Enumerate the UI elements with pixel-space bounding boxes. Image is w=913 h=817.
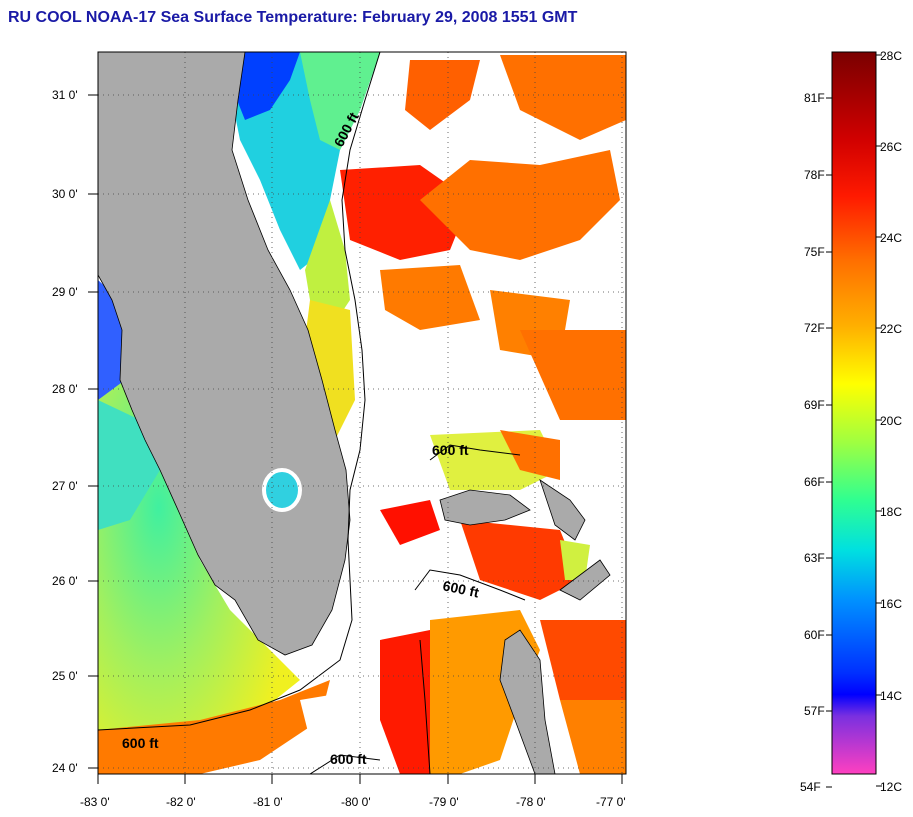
lat-label: 27 0' xyxy=(52,479,78,493)
fahrenheit-label: 54F xyxy=(800,780,821,794)
lon-label: -78 0' xyxy=(516,795,546,809)
isobath-label: 600 ft xyxy=(432,442,469,458)
fahrenheit-label: 57F xyxy=(804,704,825,718)
celsius-label: 18C xyxy=(880,505,902,519)
fahrenheit-label: 66F xyxy=(804,475,825,489)
celsius-label: 14C xyxy=(880,689,902,703)
celsius-label: 16C xyxy=(880,597,902,611)
isobath-label: 600 ft xyxy=(122,735,159,751)
lon-label: -77 0' xyxy=(596,795,626,809)
fahrenheit-label: 69F xyxy=(804,398,825,412)
celsius-label: 26C xyxy=(880,140,902,154)
celsius-label: 24C xyxy=(880,231,902,245)
lon-label: -79 0' xyxy=(429,795,459,809)
lon-label: -80 0' xyxy=(341,795,371,809)
fahrenheit-label: 60F xyxy=(804,628,825,642)
isobath-label: 600 ft xyxy=(441,577,480,600)
temperature-colorbar: 81F 78F 75F 72F 69F 66F 63F 60F 57F 54F … xyxy=(800,49,902,794)
colorbar-scale xyxy=(831,51,877,775)
celsius-label: 28C xyxy=(880,49,902,63)
celsius-label: 12C xyxy=(880,780,902,794)
longitude-axis: -83 0' -82 0' -81 0' -80 0' -79 0' -78 0… xyxy=(80,795,626,809)
fahrenheit-label: 81F xyxy=(804,91,825,105)
fahrenheit-label: 63F xyxy=(804,551,825,565)
lon-label: -82 0' xyxy=(166,795,196,809)
lon-label: -83 0' xyxy=(80,795,110,809)
lat-label: 25 0' xyxy=(52,669,78,683)
latitude-axis: 31 0' 30 0' 29 0' 28 0' 27 0' 26 0' 25 0… xyxy=(52,88,78,775)
sst-map xyxy=(88,51,627,784)
lat-label: 30 0' xyxy=(52,187,78,201)
lat-label: 26 0' xyxy=(52,574,78,588)
lat-label: 29 0' xyxy=(52,285,78,299)
fahrenheit-label: 78F xyxy=(804,168,825,182)
lat-label: 24 0' xyxy=(52,761,78,775)
celsius-label: 22C xyxy=(880,322,902,336)
page-title: RU COOL NOAA-17 Sea Surface Temperature:… xyxy=(8,9,578,26)
isobath-label: 600 ft xyxy=(330,751,367,767)
fahrenheit-label: 75F xyxy=(804,245,825,259)
fahrenheit-label: 72F xyxy=(804,321,825,335)
lat-label: 28 0' xyxy=(52,382,78,396)
lon-label: -81 0' xyxy=(253,795,283,809)
lat-label: 31 0' xyxy=(52,88,78,102)
celsius-label: 20C xyxy=(880,414,902,428)
